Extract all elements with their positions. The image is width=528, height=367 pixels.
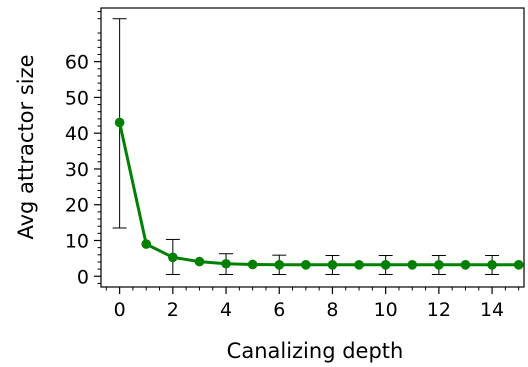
series-line-path	[118, 122, 519, 267]
x-tick-label: 2	[167, 299, 179, 321]
data-point	[380, 260, 391, 270]
data-point	[114, 117, 125, 128]
data-point	[434, 260, 444, 270]
plot-border	[100, 7, 525, 288]
y-tick-label: 30	[65, 159, 89, 181]
data-point	[141, 239, 152, 249]
data-point	[274, 260, 285, 270]
x-tick-label: 4	[220, 299, 232, 321]
y-tick-label: 40	[65, 123, 89, 145]
major-ticks: 0 2 4 6 8 10 12 14 0 10 20 30 40 50 60	[65, 52, 504, 321]
data-point	[487, 260, 497, 270]
x-tick-label: 14	[480, 299, 504, 321]
x-tick-label: 8	[326, 299, 338, 321]
y-tick-label: 50	[65, 87, 89, 109]
x-tick-label: 12	[427, 299, 451, 321]
data-point	[460, 260, 471, 270]
data-point	[221, 258, 231, 269]
minor-ticks	[97, 11, 520, 291]
y-axis-label: Avg attractor size	[14, 54, 38, 239]
x-tick-label: 0	[114, 299, 126, 321]
y-tick-label: 0	[77, 266, 89, 288]
data-point	[247, 259, 258, 270]
data-point	[168, 252, 178, 263]
x-axis-label: Canalizing depth	[227, 339, 404, 363]
y-tick-label: 60	[65, 52, 89, 74]
data-points	[114, 117, 524, 270]
data-point	[407, 260, 418, 270]
data-point	[513, 260, 524, 270]
x-tick-label: 10	[374, 299, 398, 321]
plot-frame	[100, 7, 525, 288]
data-point	[327, 260, 338, 270]
data-point	[194, 256, 205, 267]
x-tick-label: 6	[273, 299, 285, 321]
series-line	[118, 122, 519, 267]
data-point	[354, 260, 364, 270]
y-tick-label: 10	[65, 231, 89, 253]
data-point	[301, 260, 311, 270]
y-tick-label: 20	[65, 195, 89, 217]
error-bars	[112, 18, 500, 275]
